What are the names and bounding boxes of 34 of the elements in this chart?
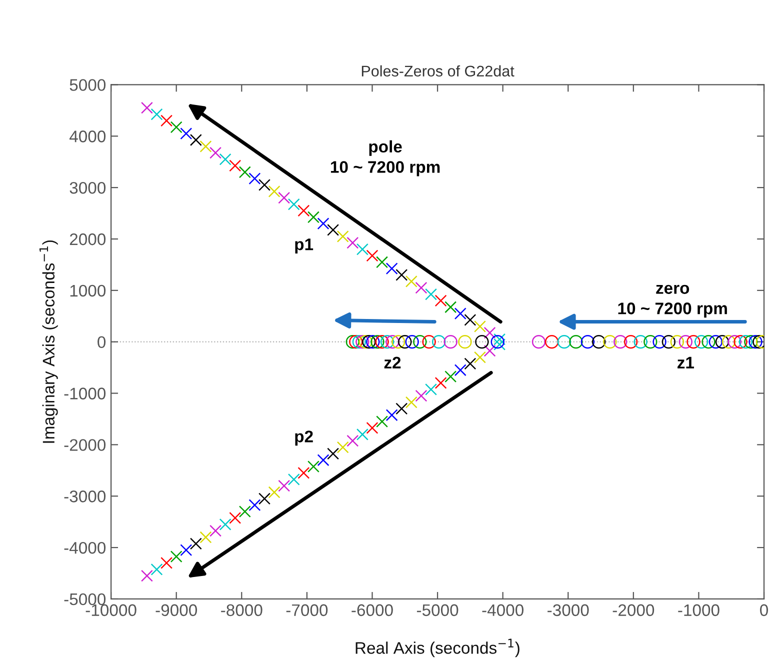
y-tick-label: 0	[98, 336, 106, 348]
x-tick-label: -7000	[286, 604, 328, 616]
series-label: z2	[384, 356, 401, 368]
x-tick-label: -4000	[482, 604, 524, 616]
series-label: z1	[678, 356, 694, 368]
y-axis-title: Imaginary Axis (seconds$^{−1}$)	[40, 240, 58, 443]
x-tick-label: -8000	[221, 604, 262, 616]
x-tick-label: -10000	[86, 604, 136, 616]
y-tick-label: 3000	[70, 182, 106, 194]
chart-title: Poles-Zeros of G22dat	[362, 65, 514, 77]
x-axis-title: Real Axis (seconds$^{−1}$)	[356, 638, 520, 658]
y-tick-label: -1000	[64, 388, 106, 400]
point	[392, 335, 406, 349]
point	[458, 335, 472, 349]
y-tick-label: 1000	[70, 284, 106, 297]
y-tick-label: 5000	[70, 79, 106, 91]
x-tick-label: -2000	[612, 604, 654, 616]
y-tick-label: -2000	[64, 439, 106, 451]
y-tick-label: 2000	[70, 233, 106, 246]
y-tick-label: 4000	[69, 130, 106, 142]
y-tick-label: -3000	[64, 490, 106, 502]
x-tick-label: -3000	[548, 604, 589, 616]
x-tick-label: -1000	[678, 604, 720, 616]
x-tick-label: -6000	[352, 604, 393, 616]
point	[358, 335, 373, 349]
x-tick-label: -9000	[156, 604, 198, 616]
y-tick-label: -4000	[64, 542, 106, 554]
series-label: p1	[295, 238, 314, 254]
annotation: zero 10 ~ 7200 rpm	[618, 284, 727, 318]
series-label: p2	[295, 430, 313, 446]
y-tick-label: -5000	[64, 593, 106, 606]
annotation: pole 10 ~ 7200 rpm	[330, 140, 440, 176]
x-tick-label: -5000	[416, 604, 458, 616]
x-tick-label: 0	[760, 604, 768, 616]
